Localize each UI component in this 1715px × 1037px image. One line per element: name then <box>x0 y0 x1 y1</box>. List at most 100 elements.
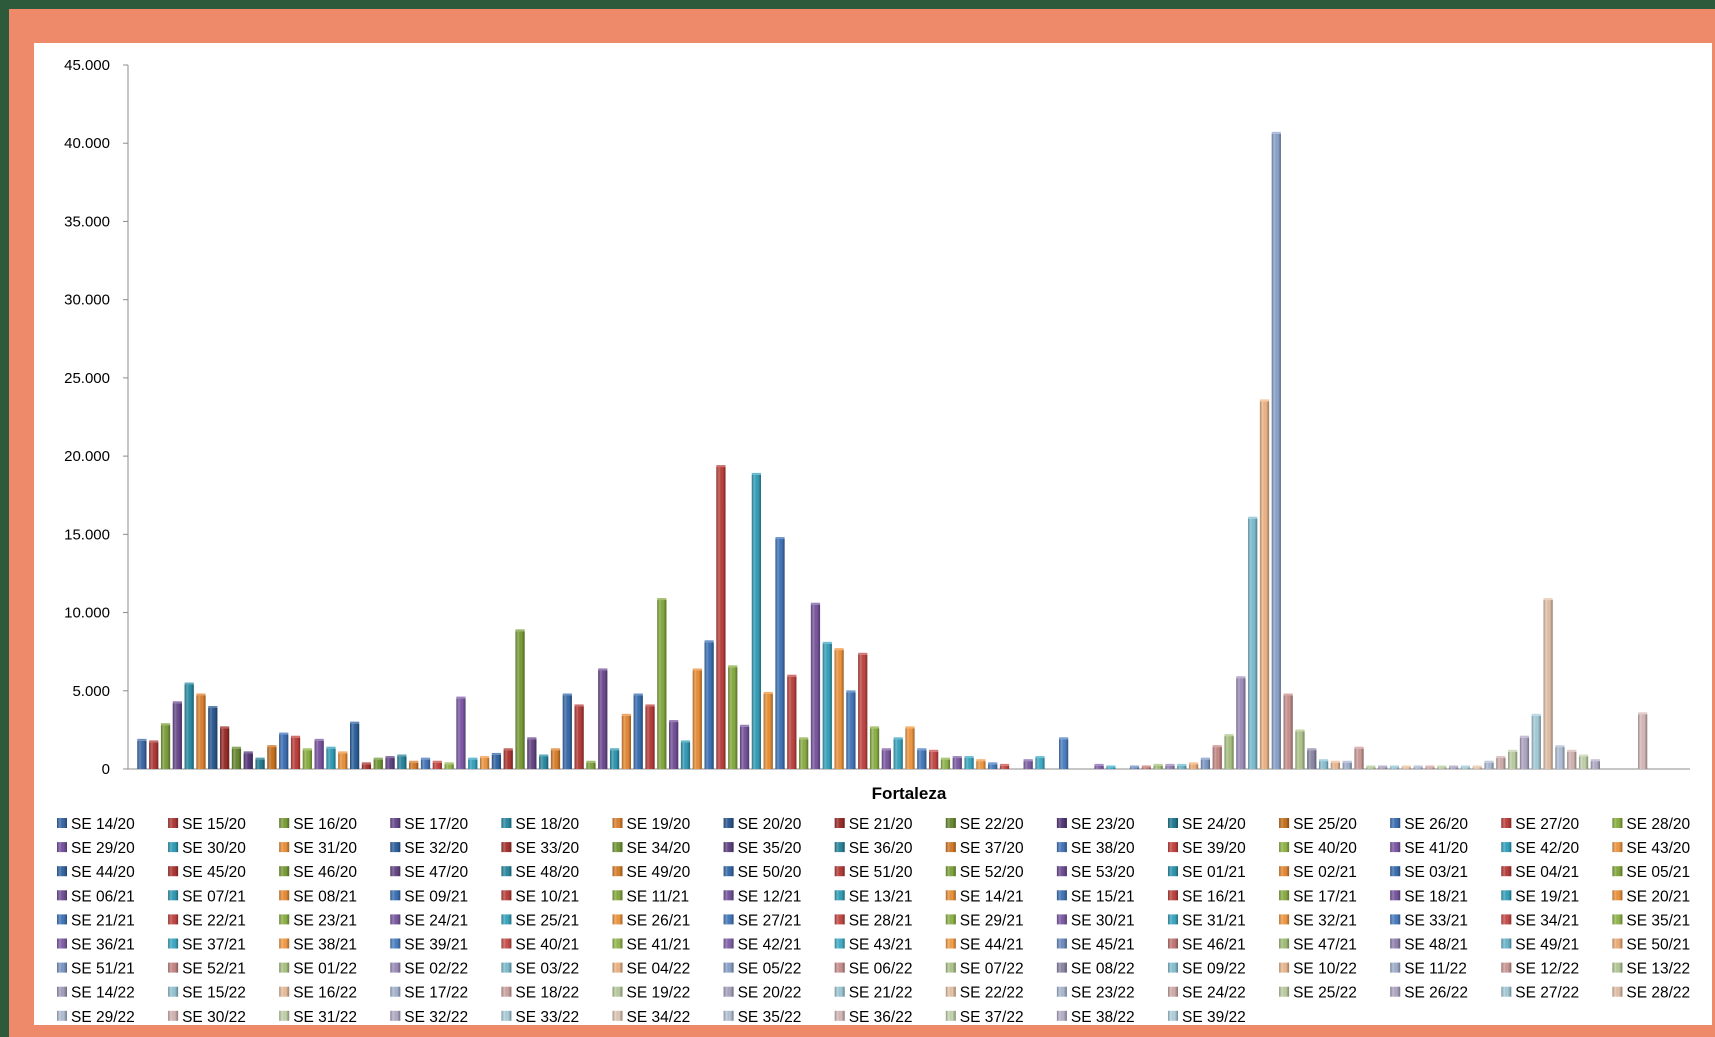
legend-item: SE 24/21 <box>390 912 468 929</box>
bar-shading <box>999 765 1010 769</box>
legend-item: SE 23/20 <box>1056 816 1135 833</box>
legend-item: SE 39/20 <box>1168 840 1246 857</box>
bar-cap <box>1023 759 1033 762</box>
legend-label: SE 14/22 <box>71 985 135 1002</box>
bar-cap <box>1472 765 1482 768</box>
bar <box>503 748 513 769</box>
legend-item: SE 25/21 <box>501 912 579 929</box>
legend-swatch-shade <box>168 1010 179 1021</box>
bar-cap <box>1236 676 1246 679</box>
bar <box>940 757 951 769</box>
legend-label: SE 35/21 <box>1626 912 1690 929</box>
bar <box>1437 765 1447 769</box>
bar-shading <box>137 740 147 769</box>
legend-item: SE 50/21 <box>1612 937 1690 954</box>
legend-label: SE 42/20 <box>1515 840 1579 857</box>
legend-item: SE 06/21 <box>57 888 135 905</box>
legend-item: SE 37/22 <box>945 1009 1024 1025</box>
bar-shading <box>479 758 490 769</box>
legend-label: SE 07/21 <box>182 888 246 905</box>
legend-label: SE 16/21 <box>1182 888 1246 905</box>
legend-swatch-shade <box>1612 938 1623 949</box>
legend-label: SE 14/20 <box>71 816 135 833</box>
bar-shading <box>869 728 880 769</box>
legend-label: SE 10/22 <box>1293 961 1357 978</box>
legend-label: SE 02/22 <box>404 961 468 978</box>
legend-swatch-shade <box>1390 866 1401 877</box>
legend-label: SE 11/22 <box>1404 961 1467 978</box>
bar-cap <box>905 726 915 729</box>
y-tick-label: 0 <box>102 761 110 778</box>
bar-cap <box>1259 399 1270 402</box>
legend-item: SE 40/21 <box>501 937 579 954</box>
bar-shading <box>1259 401 1270 769</box>
legend-label: SE 20/22 <box>738 985 802 1002</box>
bar <box>279 732 289 769</box>
bar-cap <box>1590 759 1600 762</box>
bar-shading <box>834 650 844 769</box>
bar-shading <box>1555 747 1565 769</box>
bar-shading <box>669 722 679 769</box>
bar <box>220 726 230 769</box>
bar <box>1318 759 1329 769</box>
bar <box>184 682 194 769</box>
chart-panel: 0 5.000 10.000 15.000 20.000 25.000 30.000 35.0… <box>34 43 1712 1025</box>
legend-label: SE 40/21 <box>515 937 579 954</box>
bar-shading <box>1460 767 1470 769</box>
legend-item: SE 39/22 <box>1168 1009 1246 1025</box>
bar-cap <box>338 751 348 754</box>
legend-item: SE 07/22 <box>945 961 1024 978</box>
bar-cap <box>503 748 513 751</box>
legend-swatch-shade <box>1612 818 1623 828</box>
bar-shading <box>799 739 809 769</box>
legend-label: SE 32/21 <box>1293 912 1357 929</box>
bar-cap <box>220 726 230 729</box>
legend-item: SE 06/22 <box>834 961 912 978</box>
bar-cap <box>267 745 277 748</box>
legend-swatch-shade <box>1501 962 1512 973</box>
bar-cap <box>468 757 478 760</box>
bar-cap <box>527 737 537 740</box>
legend-swatch-shade <box>1056 842 1067 853</box>
bar <box>905 726 915 769</box>
bar-shading <box>633 695 643 769</box>
bar <box>988 762 998 769</box>
legend-label: SE 09/21 <box>404 888 468 905</box>
legend-item: SE 08/22 <box>1056 961 1135 978</box>
bar-shading <box>302 750 312 769</box>
legend-label: SE 17/22 <box>404 985 468 1002</box>
bar-cap <box>621 713 632 716</box>
bar-shading <box>1543 600 1553 769</box>
legend-item: SE 42/21 <box>723 937 801 954</box>
legend-item: SE 16/22 <box>279 985 357 1002</box>
legend-item: SE 27/20 <box>1501 816 1579 833</box>
bar-shading <box>1401 767 1411 769</box>
legend-item: SE 16/21 <box>1168 888 1246 905</box>
bar-shading <box>1496 758 1506 769</box>
legend-item: SE 30/21 <box>1056 912 1135 929</box>
bar-cap <box>728 665 738 668</box>
bar-shading <box>1165 765 1175 769</box>
legend-item: SE 15/20 <box>168 816 246 833</box>
bar-shading <box>1389 767 1400 769</box>
legend-swatch-shade <box>501 1010 512 1021</box>
bar <box>1307 748 1317 769</box>
bar-cap <box>361 762 372 765</box>
legend-label: SE 44/21 <box>960 937 1024 954</box>
legend-label: SE 51/20 <box>849 864 913 881</box>
legend-swatch-shade <box>57 962 67 973</box>
legend-item: SE 14/21 <box>945 888 1024 905</box>
legend-label: SE 10/21 <box>515 888 579 905</box>
bar-shading <box>728 667 738 769</box>
bar-cap <box>149 740 159 743</box>
bar-shading <box>751 474 761 769</box>
bar-shading <box>1366 767 1376 769</box>
legend-swatch-shade <box>57 842 67 853</box>
bar-cap <box>1177 763 1187 766</box>
legend-label: SE 16/20 <box>293 816 357 833</box>
bar-cap <box>314 738 324 741</box>
legend-swatch-shade <box>945 842 956 853</box>
legend-swatch-shade <box>1612 842 1623 853</box>
legend-label: SE 30/21 <box>1071 912 1135 929</box>
